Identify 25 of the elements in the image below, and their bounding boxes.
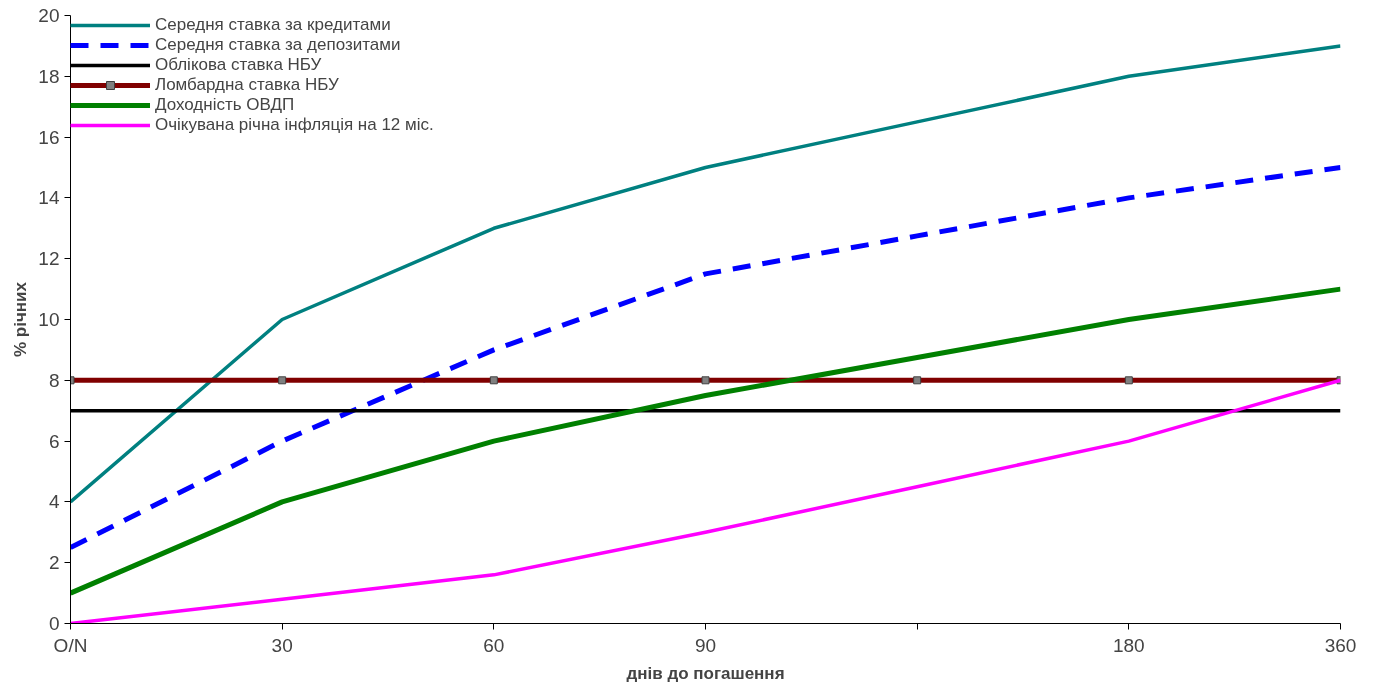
y-tick-label: 18 — [38, 65, 60, 87]
y-tick-label: 14 — [38, 187, 60, 209]
x-tick-label: 60 — [483, 634, 505, 656]
y-tick-label: 2 — [48, 552, 60, 574]
legend-label: Очікувана річна інфляція на 12 міс. — [155, 115, 434, 135]
x-tick-label: 360 — [1324, 634, 1357, 656]
y-tick-label: 10 — [38, 309, 60, 330]
y-tick-label: 6 — [48, 430, 60, 452]
y-tick-label: 0 — [48, 613, 60, 634]
legend-label: Доходність ОВДП — [155, 95, 295, 115]
x-tick-label: 180 — [1112, 634, 1145, 656]
x-tick-label: 30 — [271, 634, 293, 656]
x-tick-label: 90 — [694, 634, 717, 656]
x-axis-title: днів до погашення — [626, 663, 785, 683]
x-tick-label: O/N — [53, 634, 88, 656]
y-tick-label: 4 — [48, 491, 60, 513]
legend-label: Середня ставка за депозитами — [155, 35, 401, 55]
y-axis-title: % річних — [11, 281, 31, 357]
legend-label: Ломбардна ставка НБУ — [155, 75, 339, 95]
y-tick-label: 12 — [38, 248, 60, 270]
y-tick-label: 8 — [48, 369, 60, 391]
legend-label: Середня ставка за кредитами — [155, 15, 391, 35]
legend-label: Облікова ставка НБУ — [155, 55, 322, 75]
y-tick-label: 20 — [38, 5, 60, 26]
y-tick-label: 16 — [38, 126, 60, 148]
